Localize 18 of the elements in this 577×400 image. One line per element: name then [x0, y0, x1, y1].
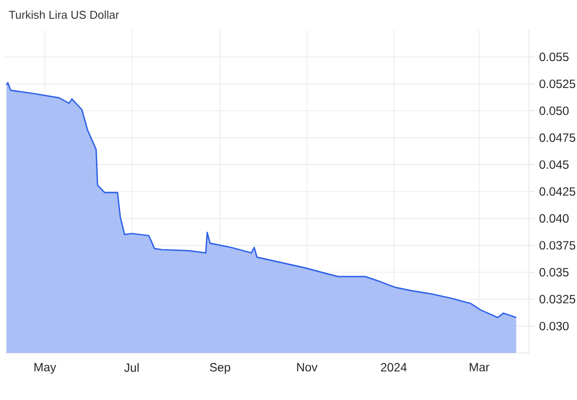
x-tick-label: Jul	[124, 363, 139, 372]
x-tick-label: Mar	[470, 363, 490, 372]
y-tick-label: 0.0325	[540, 294, 576, 304]
y-tick-label: 0.055	[540, 52, 569, 62]
y-tick-label: 0.035	[540, 268, 569, 277]
y-tick-label: 0.040	[540, 214, 569, 223]
y-tick-label: 0.0525	[540, 80, 576, 88]
x-tick-label: Nov	[297, 363, 318, 372]
y-tick-label: 0.050	[540, 106, 569, 116]
y-tick-label: 0.045	[540, 160, 569, 169]
y-tick-label: 0.030	[540, 322, 569, 330]
y-tick-label: 0.0475	[540, 133, 576, 142]
x-tick-label: May	[34, 363, 56, 374]
x-tick-label: Sep	[210, 363, 230, 374]
y-tick-label: 0.0375	[540, 241, 576, 250]
chart-title: Turkish Lira US Dollar	[8, 10, 119, 19]
x-tick-label: 2024	[380, 363, 407, 372]
y-tick-label: 0.0425	[540, 187, 576, 196]
